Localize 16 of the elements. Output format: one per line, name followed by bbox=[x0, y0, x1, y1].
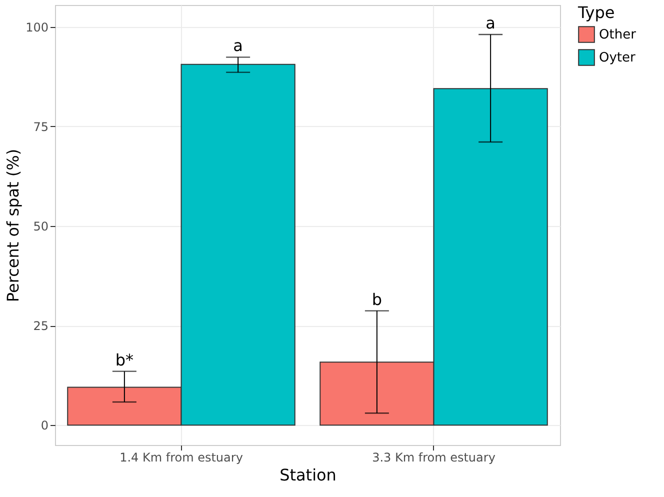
x-tick-label: 1.4 Km from estuary bbox=[120, 450, 243, 464]
y-tick-label: 0 bbox=[40, 418, 48, 433]
x-tick-label: 3.3 Km from estuary bbox=[372, 450, 496, 464]
y-tick-label: 75 bbox=[33, 120, 48, 134]
annotation: b bbox=[372, 290, 382, 309]
x-axis-title: Station bbox=[280, 466, 336, 484]
annotation: b* bbox=[115, 350, 134, 370]
annotation: a bbox=[233, 36, 243, 56]
y-tick-label: 50 bbox=[33, 219, 48, 234]
legend-label: Oyter bbox=[599, 50, 636, 66]
y-tick-label: 25 bbox=[33, 319, 48, 334]
y-axis-title: Percent of spat (%) bbox=[4, 148, 23, 302]
annotation: a bbox=[486, 13, 496, 32]
legend-label: Other bbox=[599, 28, 637, 42]
y-tick-label: 100 bbox=[26, 20, 48, 34]
legend-title: Type bbox=[577, 3, 615, 22]
